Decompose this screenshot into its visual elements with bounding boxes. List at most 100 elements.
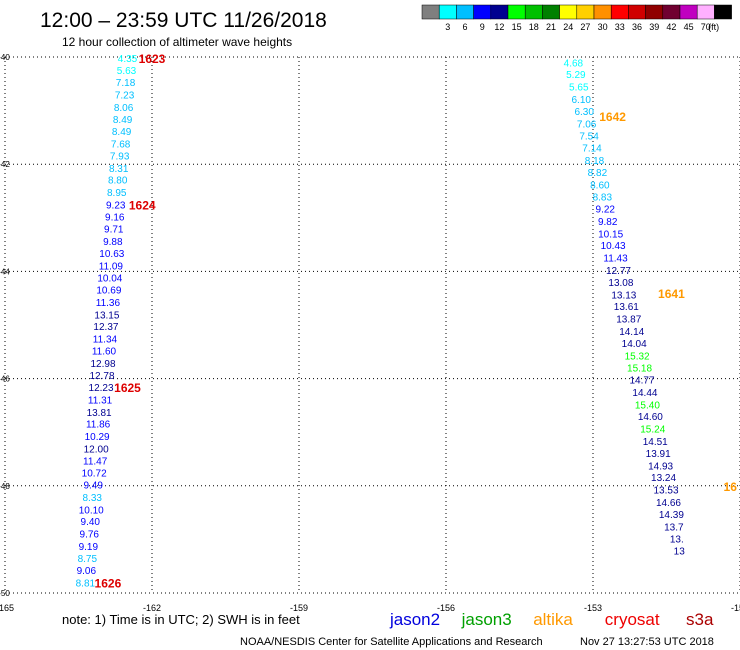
- swh-value-label: 13.91: [646, 449, 671, 460]
- x-tick-label: -162: [143, 603, 161, 613]
- legend-tick-label: 9: [480, 22, 485, 32]
- swh-value-label: 9.76: [80, 530, 100, 541]
- swh-value-label: 10.63: [99, 249, 124, 260]
- swh-value-label: 9.23: [106, 200, 126, 211]
- chart-subtitle: 12 hour collection of altimeter wave hei…: [62, 35, 292, 49]
- swh-value-label: 9.40: [81, 517, 101, 528]
- legend-swatch: [645, 4, 664, 20]
- swh-value-label: 7.68: [111, 139, 131, 150]
- swh-labels: 4.355.637.187.238.068.498.497.687.938.31…: [76, 54, 686, 589]
- swh-value-label: 8.83: [593, 192, 613, 203]
- legend-tick-label: 15: [512, 22, 522, 32]
- swh-value-label: 11.34: [93, 334, 118, 345]
- hour-label: 1625: [114, 381, 141, 395]
- hour-label: 1641: [658, 287, 685, 301]
- legend-swatch: [438, 4, 457, 20]
- swh-value-label: 11.43: [603, 253, 628, 264]
- swh-value-label: 13.15: [94, 310, 119, 321]
- satellite-name: jason3: [461, 610, 512, 629]
- swh-value-label: 7.93: [110, 152, 130, 163]
- legend-tick-label: 24: [563, 22, 573, 32]
- swh-value-label: 5.63: [117, 66, 137, 77]
- swh-value-label: 9.82: [598, 217, 618, 228]
- legend-swatch: [542, 4, 560, 20]
- legend-tick-label: 27: [580, 22, 590, 32]
- legend-tick-label: 21: [546, 22, 556, 32]
- swh-value-label: 7.06: [577, 119, 597, 130]
- swh-value-label: 10.43: [601, 241, 626, 252]
- legend-tick-label: 30: [598, 22, 608, 32]
- legend-tick-label: 12: [494, 22, 504, 32]
- swh-value-label: 13.81: [87, 408, 112, 419]
- hour-label: 1626: [95, 576, 122, 590]
- swh-value-label: 10.72: [82, 468, 107, 479]
- swh-value-label: 11.09: [99, 262, 124, 273]
- swh-value-label: 8.49: [112, 127, 132, 138]
- x-tick-label: -156: [437, 603, 455, 613]
- legend-swatch: [456, 4, 474, 20]
- swh-value-label: 14.77: [629, 376, 654, 387]
- swh-value-label: 14.51: [643, 437, 668, 448]
- swh-value-label: 7.23: [115, 91, 135, 102]
- swh-value-label: 9.49: [83, 481, 103, 492]
- swh-value-label: 13.7: [664, 523, 684, 534]
- hour-label: 1623: [139, 52, 166, 66]
- swh-value-label: 13.: [670, 534, 684, 545]
- footer-note: note: 1) Time is in UTC; 2) SWH is in fe…: [62, 612, 300, 627]
- legend-swatch: [610, 4, 629, 20]
- swh-value-label: 8.31: [109, 164, 129, 175]
- legend-swatch: [662, 4, 681, 20]
- swh-value-label: 6.10: [572, 95, 592, 106]
- hour-label: 1624: [129, 198, 156, 212]
- swh-value-label: 9.06: [77, 566, 97, 577]
- hour-label: 1642: [599, 110, 626, 124]
- swh-value-label: 8.81: [76, 578, 96, 589]
- swh-value-label: 8.80: [108, 176, 128, 187]
- swh-value-label: 9.71: [104, 225, 124, 236]
- swh-value-label: 14.14: [619, 327, 644, 338]
- swh-value-label: 4.68: [564, 58, 584, 69]
- swh-value-label: 10.15: [598, 229, 623, 240]
- swh-value-label: 8.49: [113, 115, 133, 126]
- swh-value-label: 13.53: [653, 486, 678, 497]
- swh-value-label: 8.95: [107, 188, 127, 199]
- swh-value-label: 15.40: [635, 400, 660, 411]
- legend-swatch: [714, 4, 732, 20]
- swh-value-label: 15.32: [625, 352, 650, 363]
- legend-swatch: [507, 4, 526, 20]
- swh-value-label: 8.33: [82, 493, 102, 504]
- hour-label: 16: [724, 480, 738, 494]
- swh-value-label: 8.18: [585, 156, 605, 167]
- satellite-name: s3a: [686, 610, 714, 629]
- swh-value-label: 13.13: [611, 290, 636, 301]
- swh-value-label: 14.93: [648, 461, 673, 472]
- grid-lines: [4, 56, 740, 594]
- legend-swatch: [696, 4, 715, 20]
- swh-value-label: 14.04: [622, 339, 647, 350]
- swh-value-label: 8.06: [114, 103, 134, 114]
- swh-value-label: 10.10: [79, 505, 104, 516]
- swh-value-label: 13.24: [651, 473, 676, 484]
- swh-value-label: 11.36: [96, 298, 121, 309]
- y-tick-label: -48: [0, 482, 10, 491]
- x-tick-label: -165: [0, 603, 14, 613]
- swh-value-label: 12.23: [89, 383, 114, 394]
- swh-value-label: 7.18: [116, 78, 136, 89]
- swh-value-label: 14.44: [632, 388, 657, 399]
- swh-value-label: 10.69: [96, 286, 121, 297]
- y-tick-label: -50: [0, 589, 10, 598]
- legend-tick-label: 3: [445, 22, 450, 32]
- legend-tick-label: 39: [649, 22, 659, 32]
- swh-value-label: 8.60: [590, 181, 610, 192]
- legend-swatch: [559, 4, 578, 20]
- swh-value-label: 11.31: [88, 396, 113, 407]
- swh-value-label: 4.35: [118, 54, 138, 65]
- swh-value-label: 15.24: [640, 424, 665, 435]
- color-scale-legend: 3 6 9 12 15 18 21 24 27 30 33 36 39 42 45 70(ft): [421, 4, 732, 32]
- swh-value-label: 12.37: [93, 322, 118, 333]
- legend-tick-label: 18: [529, 22, 539, 32]
- swh-value-label: 7.54: [579, 131, 599, 142]
- satellite-name: jason2: [389, 610, 440, 629]
- swh-value-label: 9.19: [79, 542, 99, 553]
